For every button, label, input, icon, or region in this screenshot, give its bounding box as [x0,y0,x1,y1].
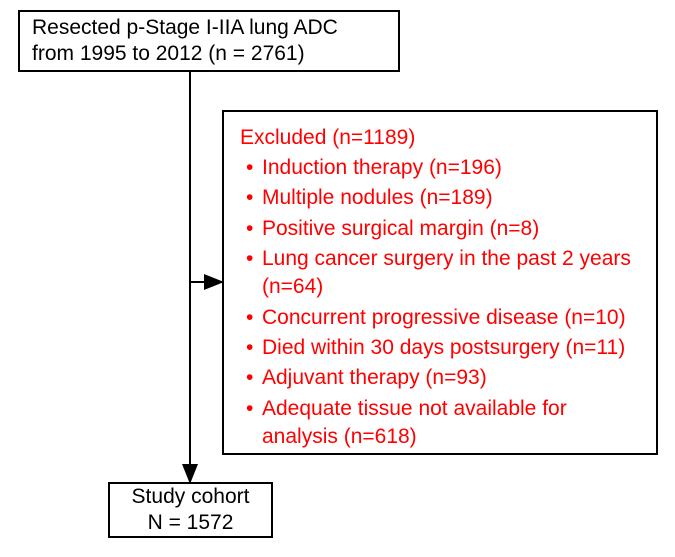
excluded-box: Excluded (n=1189) Induction therapy (n=1… [222,110,658,455]
flowchart-canvas: Resected p-Stage I-IIA lung ADC from 199… [0,0,675,557]
excluded-heading: Excluded (n=1189) [240,126,644,150]
excluded-item: Multiple nodules (n=189) [240,184,644,212]
excluded-list: Induction therapy (n=196) Multiple nodul… [240,154,644,453]
excluded-item: Positive surgical margin (n=8) [240,215,644,243]
excluded-item: Lung cancer surgery in the past 2 years … [240,245,644,302]
excluded-item: Induction therapy (n=196) [240,154,644,182]
excluded-item: Adjuvant therapy (n=93) [240,364,644,392]
excluded-item: Concurrent progressive disease (n=10) [240,304,644,332]
start-box: Resected p-Stage I-IIA lung ADC from 199… [18,10,400,72]
excluded-item: Died within 30 days postsurgery (n=11) [240,334,644,362]
cohort-line1: Study cohort [132,484,250,510]
start-line2: from 1995 to 2012 (n = 2761) [32,41,386,67]
cohort-line2: N = 1572 [148,510,234,536]
cohort-box: Study cohort N = 1572 [108,482,273,538]
start-line1: Resected p-Stage I-IIA lung ADC [32,15,386,41]
excluded-item: Adequate tissue not available for analys… [240,395,644,452]
